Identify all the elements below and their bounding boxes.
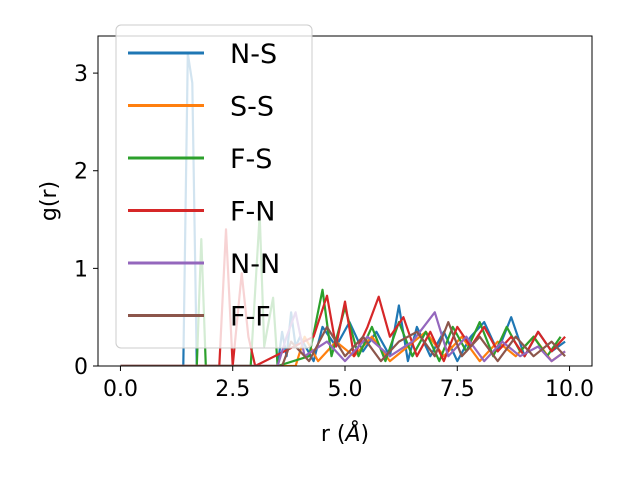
x-axis-label-unit: Å	[343, 420, 360, 447]
y-axis-label: g(r)	[37, 181, 62, 221]
legend-label-f-n: F-N	[230, 197, 275, 228]
legend-label-f-f: F-F	[230, 302, 271, 333]
y-tick-label: 0	[74, 355, 88, 380]
y-tick-label: 2	[74, 160, 88, 185]
x-tick-label: 7.5	[440, 377, 475, 402]
series-line-s-s	[120, 330, 566, 366]
x-tick-label: 10.0	[545, 377, 594, 402]
legend-label-f-s: F-S	[230, 144, 272, 175]
y-tick-label: 1	[74, 257, 88, 282]
y-axis: 0 1 2 3	[74, 62, 98, 380]
x-axis-label-close: )	[361, 422, 370, 447]
legend-label-n-s: N-S	[230, 39, 277, 70]
legend: N-S S-S F-S F-N N-N F-F	[115, 24, 313, 349]
x-axis: 0.0 2.5 5.0 7.5 10.0	[103, 366, 594, 402]
legend-label-s-s: S-S	[230, 92, 274, 123]
x-axis-label-text: r (	[321, 422, 346, 447]
x-tick-label: 2.5	[215, 377, 250, 402]
x-axis-label: r (Å)	[321, 420, 369, 447]
x-tick-label: 5.0	[328, 377, 363, 402]
legend-box	[115, 24, 313, 349]
legend-label-n-n: N-N	[230, 249, 280, 280]
series-line-f-f	[120, 321, 566, 366]
x-tick-label: 0.0	[103, 377, 138, 402]
y-tick-label: 3	[74, 62, 88, 87]
